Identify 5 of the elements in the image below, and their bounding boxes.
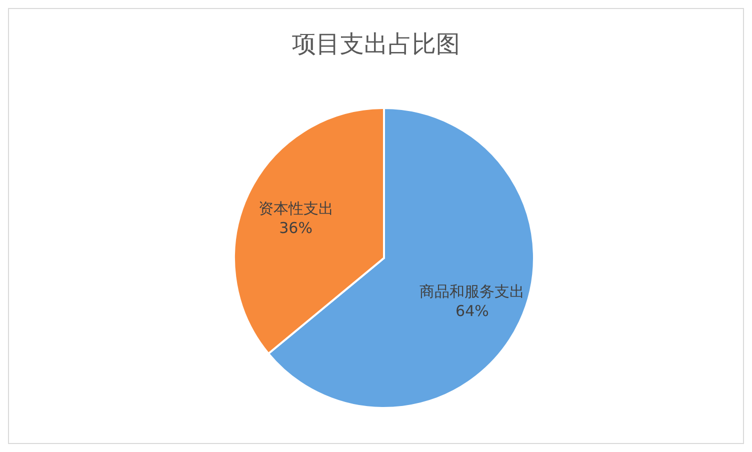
data-label: 64% (456, 302, 489, 320)
slice-label: 商品和服务支出 (420, 282, 525, 301)
slice-label: 资本性支出 (258, 199, 334, 218)
data-label: 36% (279, 218, 312, 237)
chart-title: 项目支出占比图 (292, 30, 460, 58)
